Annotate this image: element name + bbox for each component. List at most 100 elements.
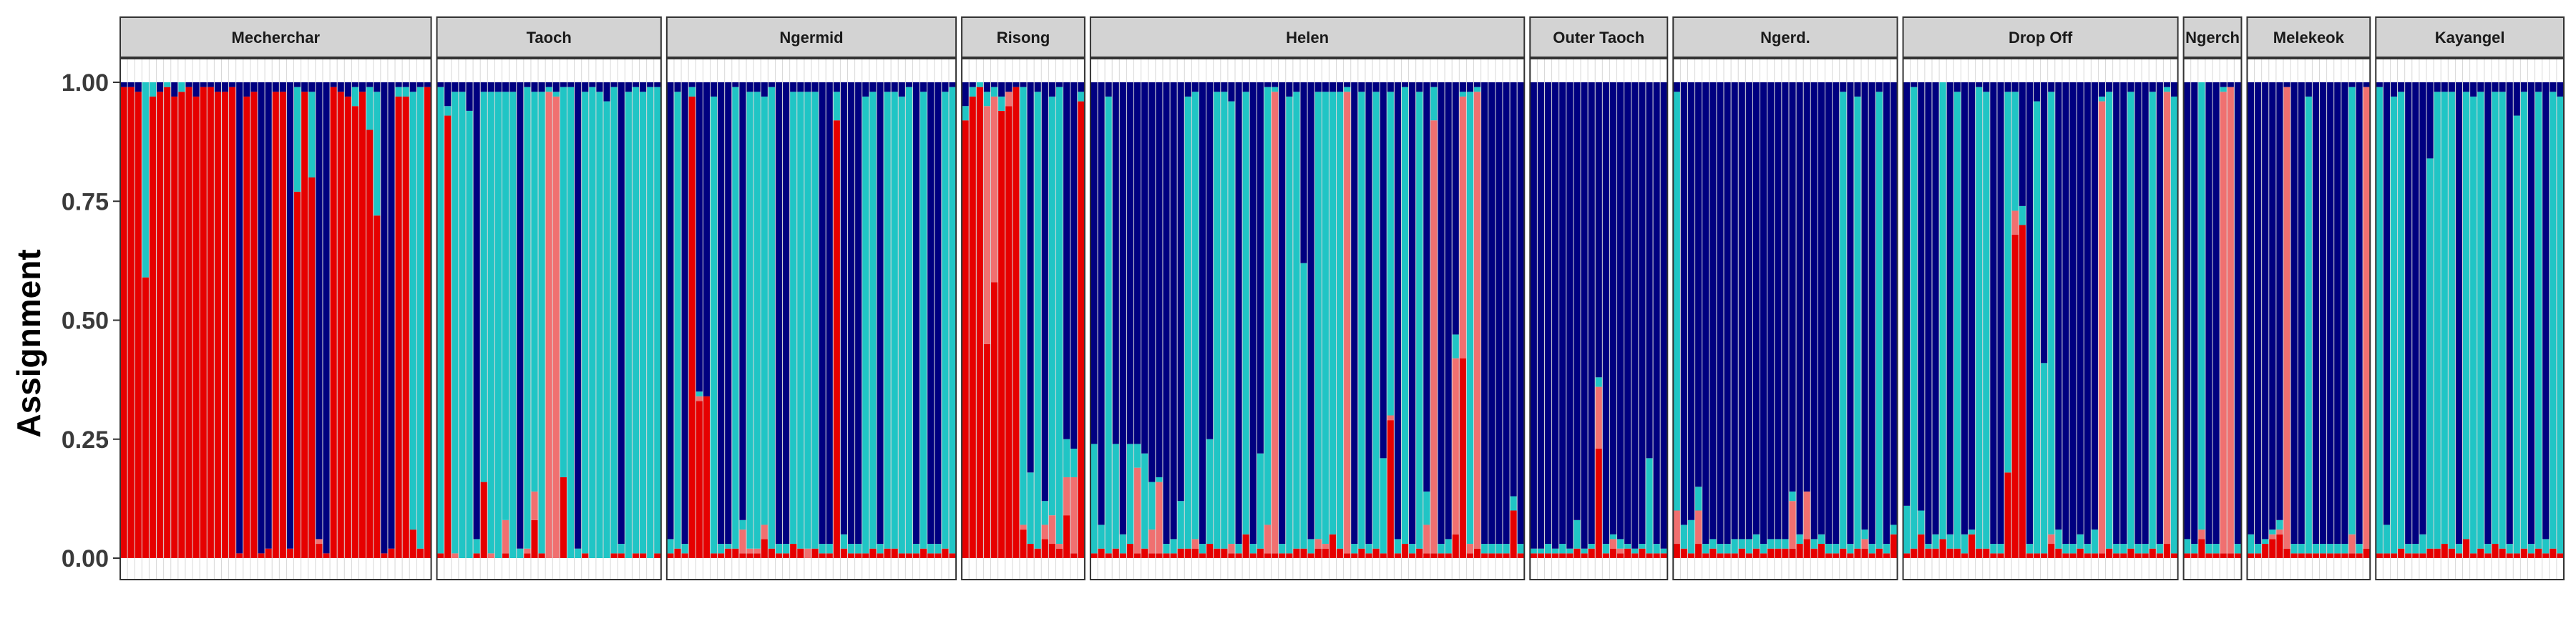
bar-segment-cluster-4 — [2077, 82, 2084, 535]
bar-segment-cluster-3 — [516, 548, 524, 558]
bar-segment-cluster-2 — [1430, 120, 1438, 554]
sample-bar — [2411, 59, 2419, 580]
sample-bar — [1148, 59, 1156, 580]
facet-panel: Taoch — [436, 16, 662, 580]
sample-bar — [1249, 59, 1257, 580]
sample-bar — [610, 59, 618, 580]
bar-segment-cluster-4 — [2363, 82, 2371, 87]
sample-bar — [2534, 59, 2542, 580]
sample-bar — [968, 59, 977, 580]
bar-segment-cluster-3 — [436, 87, 444, 554]
bar-segment-cluster-1 — [2098, 553, 2106, 558]
sample-bar — [717, 59, 725, 580]
bar-segment-cluster-1 — [618, 553, 625, 558]
bar-segment-cluster-3 — [1825, 544, 1833, 554]
bar-segment-cluster-4 — [876, 82, 884, 545]
bar-segment-cluster-1 — [366, 130, 374, 558]
bar-segment-cluster-4 — [2441, 82, 2449, 92]
bar-segment-cluster-1 — [1148, 553, 1156, 558]
bar-segment-cluster-4 — [1307, 82, 1315, 540]
bar-segment-cluster-1 — [1709, 548, 1717, 558]
sample-bar — [904, 59, 913, 580]
sample-bar — [2397, 59, 2405, 580]
sample-bar — [2341, 59, 2348, 580]
facet-strip — [436, 16, 662, 58]
bar-segment-cluster-4 — [2448, 82, 2456, 92]
sample-bar — [537, 59, 546, 580]
bar-segment-cluster-1 — [1861, 548, 1869, 558]
bar-segment-cluster-3 — [1213, 92, 1221, 549]
sample-bar — [1386, 59, 1395, 580]
bar-segment-cluster-4 — [258, 82, 265, 554]
bar-segment-cluster-4 — [366, 82, 374, 87]
facet-panel: Kayangel — [2375, 16, 2565, 580]
bar-segment-cluster-1 — [731, 548, 739, 558]
facet-strip — [1672, 16, 1898, 58]
sample-bar — [804, 59, 811, 580]
bar-segment-cluster-3 — [941, 92, 949, 549]
bar-segment-cluster-2 — [1803, 491, 1811, 540]
sample-bar — [2004, 59, 2012, 580]
bar-segment-cluster-4 — [1731, 82, 1739, 540]
sample-bar — [1372, 59, 1380, 580]
sample-bar — [1430, 59, 1438, 580]
bar-segment-cluster-4 — [1616, 82, 1624, 540]
bar-segment-cluster-2 — [1473, 92, 1481, 549]
sample-bar — [329, 59, 338, 580]
bar-segment-cluster-4 — [265, 82, 273, 549]
bar-segment-cluster-3 — [1401, 87, 1409, 545]
bar-segment-cluster-4 — [567, 82, 575, 87]
bar-segment-cluster-1 — [1953, 548, 1961, 558]
bar-segment-cluster-4 — [2383, 82, 2391, 525]
sample-bar — [1810, 59, 1818, 580]
sample-bar — [472, 59, 481, 580]
bar-segment-cluster-1 — [1694, 544, 1702, 558]
bar-segment-cluster-4 — [2477, 82, 2484, 92]
sample-bar — [617, 59, 625, 580]
sample-bar — [869, 59, 877, 580]
bar-segment-cluster-1 — [2127, 548, 2135, 558]
bar-segment-cluster-2 — [2275, 530, 2283, 535]
bar-segment-cluster-4 — [1292, 82, 1300, 92]
bar-segment-cluster-3 — [2390, 96, 2398, 554]
bar-segment-cluster-1 — [1070, 553, 1078, 558]
bar-segment-cluster-1 — [250, 92, 258, 559]
sample-bar — [1437, 59, 1445, 580]
sample-bar — [566, 59, 575, 580]
bar-segment-cluster-3 — [1544, 544, 1552, 554]
bar-segment-cluster-1 — [1191, 548, 1199, 558]
sample-bar — [941, 59, 949, 580]
bar-segment-cluster-3 — [912, 544, 920, 554]
sample-bar — [1473, 59, 1481, 580]
bar-segment-cluster-3 — [1415, 92, 1423, 549]
facet-strip — [2182, 16, 2243, 58]
sample-bar — [862, 59, 869, 580]
bar-segment-cluster-1 — [876, 553, 884, 558]
sample-bar — [451, 59, 459, 580]
sample-bar — [119, 59, 128, 580]
bar-segment-cluster-1 — [2047, 544, 2055, 558]
bar-segment-cluster-1 — [710, 553, 718, 558]
sample-bar — [2297, 59, 2306, 580]
bar-segment-cluster-3 — [1264, 87, 1272, 525]
bar-segment-cluster-1 — [424, 87, 431, 558]
sample-bar — [1133, 59, 1141, 580]
sample-bar — [2283, 59, 2291, 580]
sample-bar — [2326, 59, 2334, 580]
bar-segment-cluster-1 — [653, 553, 661, 558]
bar-segment-cluster-2 — [2363, 87, 2371, 549]
facet-label: Drop Off — [2009, 29, 2073, 47]
bar-segment-cluster-1 — [2183, 553, 2191, 558]
bar-segment-cluster-1 — [854, 553, 862, 558]
bar-segment-cluster-4 — [2170, 82, 2178, 97]
sample-bar — [1026, 59, 1035, 580]
bar-segment-cluster-4 — [1415, 82, 1423, 92]
bar-segment-cluster-4 — [2556, 82, 2564, 97]
bar-segment-cluster-3 — [1459, 92, 1467, 97]
bar-segment-cluster-3 — [1495, 544, 1503, 554]
bar-segment-cluster-1 — [1616, 553, 1624, 558]
bar-segment-cluster-3 — [458, 92, 466, 559]
bar-segment-cluster-1 — [2348, 553, 2356, 558]
sample-bar — [1263, 59, 1272, 580]
bar-segment-cluster-4 — [2455, 82, 2463, 545]
